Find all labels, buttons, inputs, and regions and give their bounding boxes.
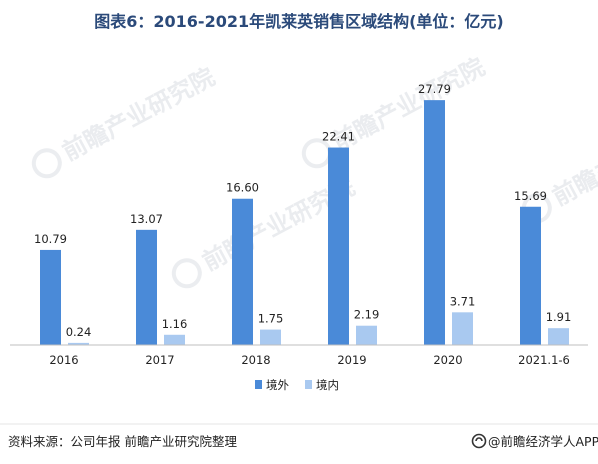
bar-overseas-4: [424, 100, 445, 346]
bar-domestic-1: [164, 334, 185, 345]
x-tick-label-1: 2017: [145, 353, 174, 367]
bar-overseas-0: [40, 249, 61, 345]
bar-domestic-0: [68, 342, 89, 345]
data-label-domestic-3: 2.19: [354, 308, 380, 322]
legend-label-domestic: 境内: [316, 378, 339, 392]
x-tick-label-5: 2021.1-6: [518, 353, 570, 367]
data-label-domestic-2: 1.75: [258, 312, 284, 326]
data-label-overseas-3: 22.41: [322, 130, 355, 144]
svg-text:前瞻产业研究院: 前瞻产业研究院: [58, 63, 219, 167]
data-label-overseas-4: 27.79: [418, 82, 451, 96]
bar-domestic-4: [452, 312, 473, 345]
bar-overseas-5: [520, 206, 541, 345]
data-label-overseas-0: 10.79: [34, 232, 67, 246]
plot-area: 10.79 0.24 2016 13.07 1.16 2017 16.60 1.75 2018 2…: [34, 82, 571, 367]
svg-text:前瞻产业研究院: 前瞻产业研究院: [548, 108, 598, 212]
data-label-overseas-1: 13.07: [130, 212, 163, 226]
bar-domestic-3: [356, 325, 377, 345]
legend: 境外 境内: [255, 378, 339, 392]
x-tick-label-4: 2020: [433, 353, 462, 367]
legend-swatch-overseas: [255, 380, 262, 389]
qianzhan-logo-icon: [471, 433, 487, 449]
data-label-domestic-4: 3.71: [450, 294, 476, 308]
legend-label-overseas: 境外: [266, 378, 289, 392]
bar-overseas-1: [136, 229, 157, 345]
watermark-1: 前瞻产业研究院: [301, 53, 489, 169]
data-label-domestic-1: 1.16: [162, 317, 188, 331]
data-label-overseas-5: 15.69: [514, 189, 547, 203]
bar-domestic-2: [260, 329, 281, 345]
data-label-overseas-2: 16.60: [226, 181, 259, 195]
legend-swatch-domestic: [305, 380, 312, 389]
chart-title: 图表6：2016-2021年凯莱英销售区域结构(单位：亿元): [94, 12, 503, 31]
x-tick-label-3: 2019: [337, 353, 366, 367]
bar-domestic-5: [548, 328, 569, 345]
data-label-domestic-0: 0.24: [66, 325, 92, 339]
x-tick-label-2: 2018: [241, 353, 270, 367]
bar-overseas-2: [232, 198, 253, 345]
brand-label: @前瞻经济学人APP: [488, 434, 598, 449]
x-tick-label-0: 2016: [49, 353, 78, 367]
data-label-domestic-5: 1.91: [546, 310, 572, 324]
source-note: 资料来源：公司年报 前瞻产业研究院整理: [8, 434, 237, 449]
bar-overseas-3: [328, 147, 349, 345]
watermark-0: 前瞻产业研究院: [31, 63, 219, 179]
